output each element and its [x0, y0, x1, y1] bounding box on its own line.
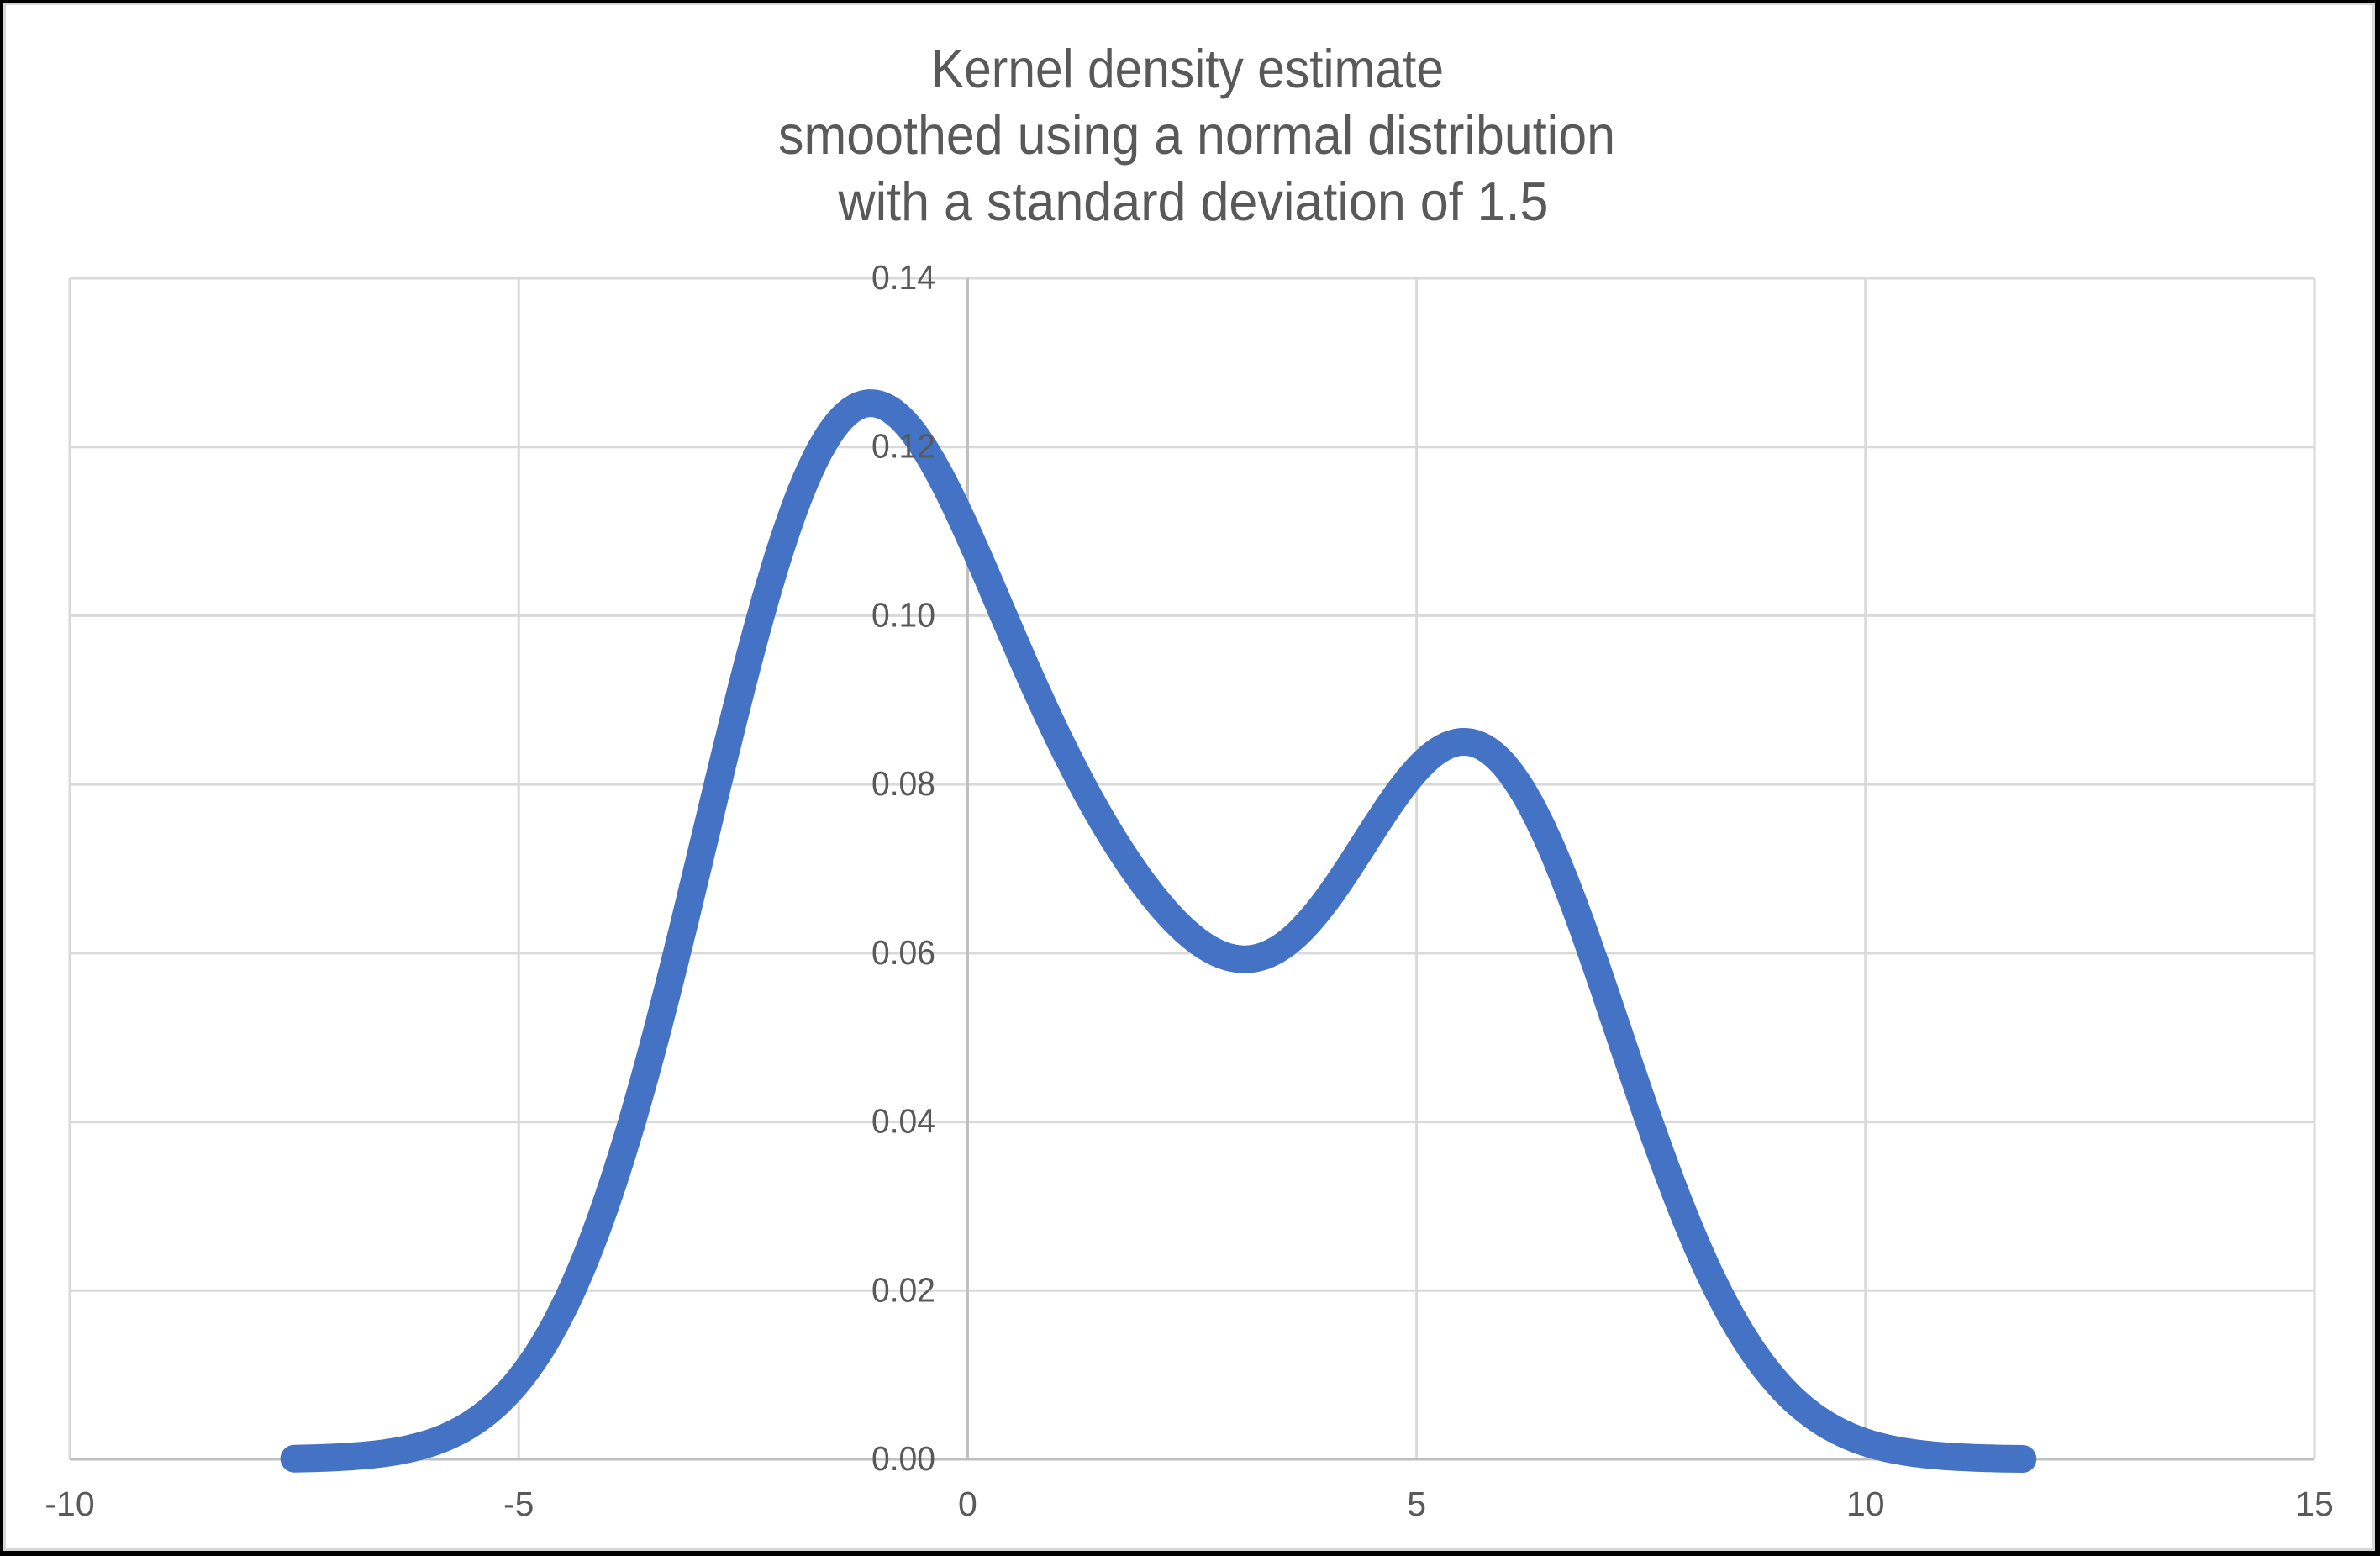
svg-text:0.14: 0.14	[871, 258, 935, 297]
svg-text:0.02: 0.02	[871, 1270, 935, 1309]
svg-text:0.12: 0.12	[871, 427, 935, 466]
svg-text:0: 0	[958, 1485, 977, 1523]
svg-text:-5: -5	[503, 1485, 534, 1523]
svg-text:0.06: 0.06	[871, 933, 935, 972]
svg-text:0.04: 0.04	[871, 1102, 935, 1141]
svg-text:smoothed using a normal distri: smoothed using a normal distribution	[778, 104, 1615, 166]
svg-text:5: 5	[1407, 1485, 1426, 1523]
svg-text:-10: -10	[45, 1485, 94, 1523]
svg-text:with a standard deviation of 1: with a standard deviation of 1.5	[838, 171, 1549, 232]
svg-text:Kernel density estimate: Kernel density estimate	[931, 38, 1444, 99]
svg-text:15: 15	[2295, 1485, 2334, 1523]
svg-text:0.00: 0.00	[871, 1439, 935, 1478]
svg-text:0.10: 0.10	[871, 595, 935, 634]
svg-text:0.08: 0.08	[871, 764, 935, 803]
svg-text:10: 10	[1846, 1485, 1885, 1523]
